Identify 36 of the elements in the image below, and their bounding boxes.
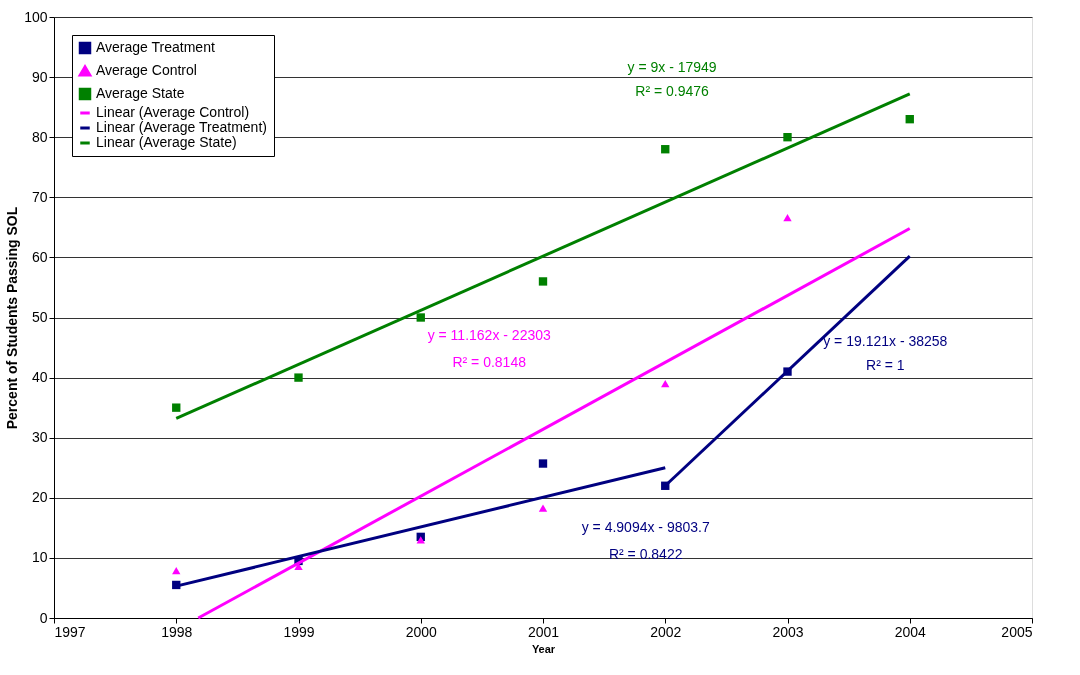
annotation: R² = 0.9476 xyxy=(635,83,710,100)
annotation: y = 9x - 17949 xyxy=(627,59,717,76)
y-tick-label: 80 xyxy=(31,128,48,145)
x-axis-title: Year xyxy=(531,642,556,655)
y-tick-label: 30 xyxy=(31,429,48,446)
legend-label: Average Treatment xyxy=(96,39,215,55)
x-tick-label: 2002 xyxy=(650,623,682,640)
legend-label: Linear (Average Control) xyxy=(96,104,250,120)
x-tick-label: 2001 xyxy=(527,623,560,640)
y-tick-label: 70 xyxy=(31,188,48,205)
y-tick-label: 60 xyxy=(31,248,48,265)
x-tick-label: 1997 xyxy=(54,623,86,640)
annotation: R² = 1 xyxy=(866,356,905,373)
annotation: y = 19.121x - 38258 xyxy=(823,332,948,349)
y-tick-label: 20 xyxy=(31,489,48,506)
y-tick-label: 50 xyxy=(31,309,48,325)
legend-label: Average Control xyxy=(96,62,197,78)
x-tick-label: 2003 xyxy=(772,623,804,640)
x-tick-label: 2005 xyxy=(1001,623,1033,640)
legend-label: Average State xyxy=(96,85,185,101)
x-tick-label: 1999 xyxy=(283,623,315,640)
legend-label: Linear (Average Treatment) xyxy=(96,119,267,135)
annotation: R² = 0.8422 xyxy=(608,545,683,562)
x-tick-label: 2004 xyxy=(894,623,927,640)
legend-label: Linear (Average State) xyxy=(96,134,237,150)
x-tick-label: 2000 xyxy=(405,623,438,640)
y-tick-label: 100 xyxy=(24,8,48,25)
y-tick-label: 10 xyxy=(31,549,48,566)
y-axis-title: Percent of Students Passing SOL xyxy=(4,206,21,430)
x-tick-label: 1998 xyxy=(161,623,193,640)
annotation: y = 11.162x - 22303 xyxy=(427,326,551,343)
y-tick-label: 90 xyxy=(31,68,48,85)
annotation: y = 4.9094x - 9803.7 xyxy=(581,518,710,535)
annotation: R² = 0.8148 xyxy=(452,353,527,370)
y-tick-label: 40 xyxy=(31,369,48,386)
y-tick-label: 0 xyxy=(39,609,48,626)
